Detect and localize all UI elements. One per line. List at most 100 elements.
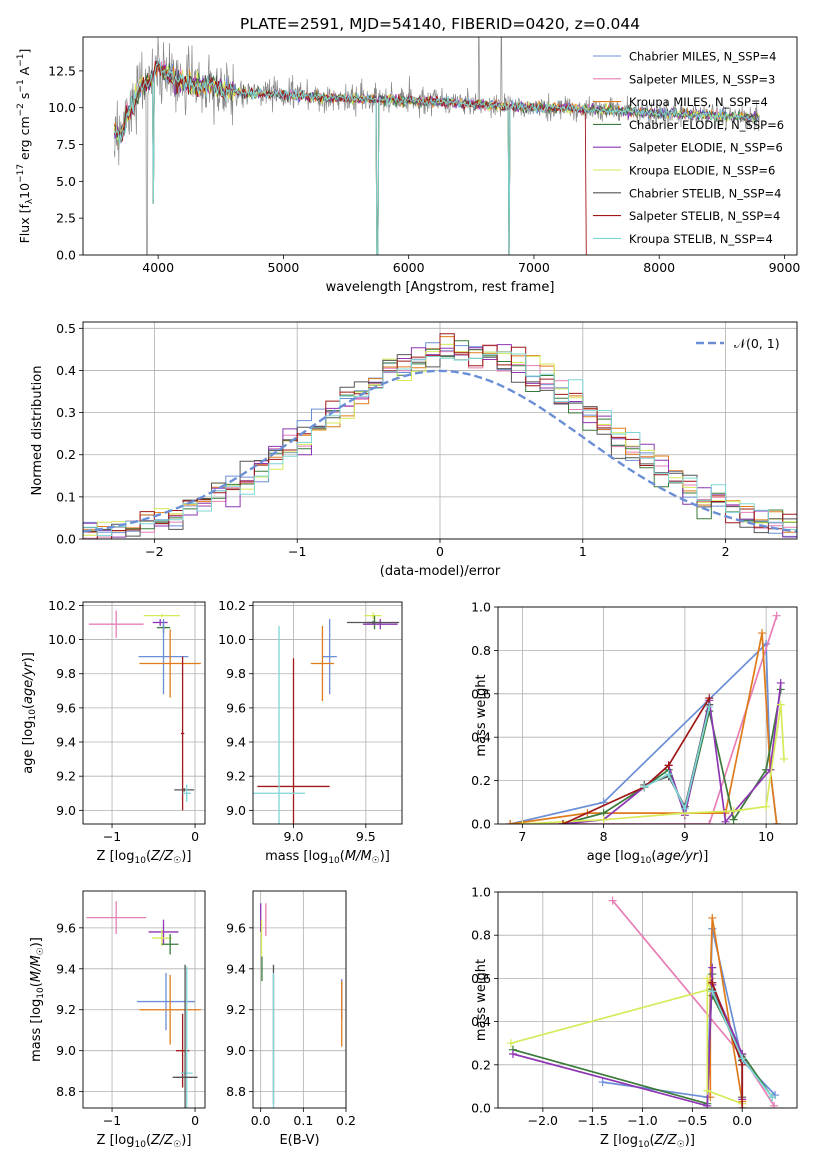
weight-line-kroupa-stelib xyxy=(643,706,711,812)
weight-marker xyxy=(703,974,712,983)
x-tick-label: −2 xyxy=(145,544,163,559)
y-tick-label: 9.2 xyxy=(56,769,76,784)
legend-label: 𝒩(0, 1) xyxy=(734,336,780,351)
panel-mass_vs_Z: −1 0 8.8 9.0 9.2 9.4 9.6 Z [log10(Z/Z☉)] mass [l… xyxy=(29,890,206,1150)
errorbar-point-kroupa-miles xyxy=(310,625,335,702)
panel-residuals: −2 −1 0 1 2 0.0 0.1 0.2 0.3 0.4 0.5 (data-model)/er… xyxy=(30,321,798,579)
weight-marker xyxy=(680,804,689,813)
y-tick-label: 0.3 xyxy=(56,405,76,420)
x-tick-label: 10 xyxy=(758,829,774,844)
y-tick-label: 9.4 xyxy=(56,961,76,976)
legend-label: Chabrier MILES, N_SSP=4 xyxy=(629,50,776,64)
x-tick-label: 0.0 xyxy=(732,1113,752,1128)
grid xyxy=(83,602,205,824)
weight-marker xyxy=(506,1039,515,1048)
errorbar-point-salpeter-stelib xyxy=(180,656,185,811)
plot-area xyxy=(113,37,760,255)
x-tick-label: 7000 xyxy=(518,260,550,275)
y-tick-label: 9.6 xyxy=(226,700,246,715)
weight-marker xyxy=(721,817,730,824)
y-tick-label: 8.8 xyxy=(226,1084,246,1099)
model-spectrum-salpeter-stelib xyxy=(113,60,587,255)
y-tick-label: 9.4 xyxy=(226,961,246,976)
x-tick-label: −1 xyxy=(103,1113,121,1128)
y-axis-label: mass weight xyxy=(474,674,489,756)
weight-marker xyxy=(705,820,714,824)
y-tick-label: 9.0 xyxy=(226,803,246,818)
y-tick-label: 9.8 xyxy=(56,666,76,681)
y-tick-label: 0.4 xyxy=(471,730,491,745)
weight-marker xyxy=(506,820,515,824)
errorbar-point-chabrier-stelib xyxy=(174,788,195,792)
x-tick-label: 2 xyxy=(722,544,730,559)
y-tick-label: 0.4 xyxy=(471,1014,491,1029)
y-tick-label: 9.6 xyxy=(56,920,76,935)
panel-spectrum: 4000 5000 6000 7000 8000 9000 0.0 2.5 5.0 7.5 10.0… xyxy=(16,36,800,295)
weight-line-kroupa-miles xyxy=(510,632,778,824)
legend-label: Salpeter ELODIE, N_SSP=6 xyxy=(629,141,783,155)
y-tick-label: 9.4 xyxy=(56,735,76,750)
weight-marker xyxy=(664,761,673,770)
model-spectrum-kroupa-miles xyxy=(113,61,760,255)
weight-line-kroupa-miles xyxy=(709,917,744,1102)
y-tick-label: 7.5 xyxy=(56,137,76,152)
y-tick-label: 10.2 xyxy=(218,598,246,613)
panel-age_vs_Z: −1 0 9.0 9.2 9.4 9.6 9.8 10.0 10.2 Z [log10(Z/Z☉)… xyxy=(21,598,206,866)
axes-frame xyxy=(497,891,798,1109)
x-tick-label: 0 xyxy=(191,1113,199,1128)
y-tick-label: 0.6 xyxy=(471,686,491,701)
weight-line-salpeter-miles xyxy=(510,615,778,824)
x-tick-label: −1.0 xyxy=(627,1113,657,1128)
y-tick-label: 9.2 xyxy=(56,1002,76,1017)
figure-title: PLATE=2591, MJD=54140, FIBERID=0420, z=0… xyxy=(240,15,640,33)
y-tick-label: 2.5 xyxy=(56,211,76,226)
x-axis-label: mass [log10(M/M☉)] xyxy=(265,849,390,866)
weight-marker xyxy=(770,1101,779,1108)
y-tick-label: 0.2 xyxy=(471,773,491,788)
plot-area xyxy=(86,901,201,1108)
x-tick-label: −1 xyxy=(103,829,121,844)
weight-line-chabrier-miles xyxy=(510,641,778,824)
histogram-kroupa-stelib xyxy=(83,351,797,537)
errorbar-point-salpeter-elodie xyxy=(148,919,179,945)
legend-label: Salpeter STELIB, N_SSP=4 xyxy=(629,209,780,223)
y-tick-label: 5.0 xyxy=(56,174,76,189)
plot-area xyxy=(260,903,343,1108)
errorbar-point-salpeter-miles xyxy=(88,610,144,638)
x-axis-label: Z [log10(Z/Z☉)] xyxy=(97,849,192,866)
axes-frame xyxy=(252,601,403,825)
y-axis-label: age [log10(age/yr)] xyxy=(21,652,38,774)
weight-marker xyxy=(708,963,717,972)
y-tick-label: 9.2 xyxy=(226,769,246,784)
y-tick-label: 0.0 xyxy=(56,532,76,547)
weight-marker xyxy=(708,978,717,987)
y-tick-label: 8.8 xyxy=(56,1084,76,1099)
x-tick-label: 0 xyxy=(436,544,444,559)
x-tick-label: −0.5 xyxy=(677,1113,707,1128)
y-tick-label: 0.8 xyxy=(471,928,491,943)
errorbar-point-salpeter-elodie xyxy=(152,619,168,626)
normal-curve xyxy=(83,369,797,533)
y-tick-label: 10.0 xyxy=(48,100,76,115)
x-tick-label: 5000 xyxy=(268,260,300,275)
weight-marker xyxy=(729,806,738,815)
weight-marker xyxy=(758,629,767,638)
weight-marker xyxy=(598,1078,607,1087)
grid xyxy=(253,602,402,824)
y-tick-label: 9.0 xyxy=(56,803,76,818)
errorbar-point-chabrier-stelib xyxy=(172,964,198,1108)
panel-weight_vs_age: 7 8 9 10 0.0 0.2 0.4 0.6 0.8 1.0 age [log10(age/yr… xyxy=(471,600,798,866)
weight-marker xyxy=(776,678,785,687)
axes-frame xyxy=(82,321,798,540)
legend-label: Kroupa STELIB, N_SSP=4 xyxy=(629,232,773,246)
plot-area xyxy=(506,611,788,824)
y-tick-label: 0.5 xyxy=(56,321,76,336)
y-tick-label: 0.2 xyxy=(56,447,76,462)
axes-frame xyxy=(82,36,798,256)
axes-frame xyxy=(82,601,206,825)
x-tick-label: 7 xyxy=(518,829,526,844)
y-tick-label: 0.1 xyxy=(56,489,76,504)
y-axis-label: mass [log10(M/M☉)] xyxy=(29,937,46,1062)
x-tick-label: 9.5 xyxy=(356,829,376,844)
